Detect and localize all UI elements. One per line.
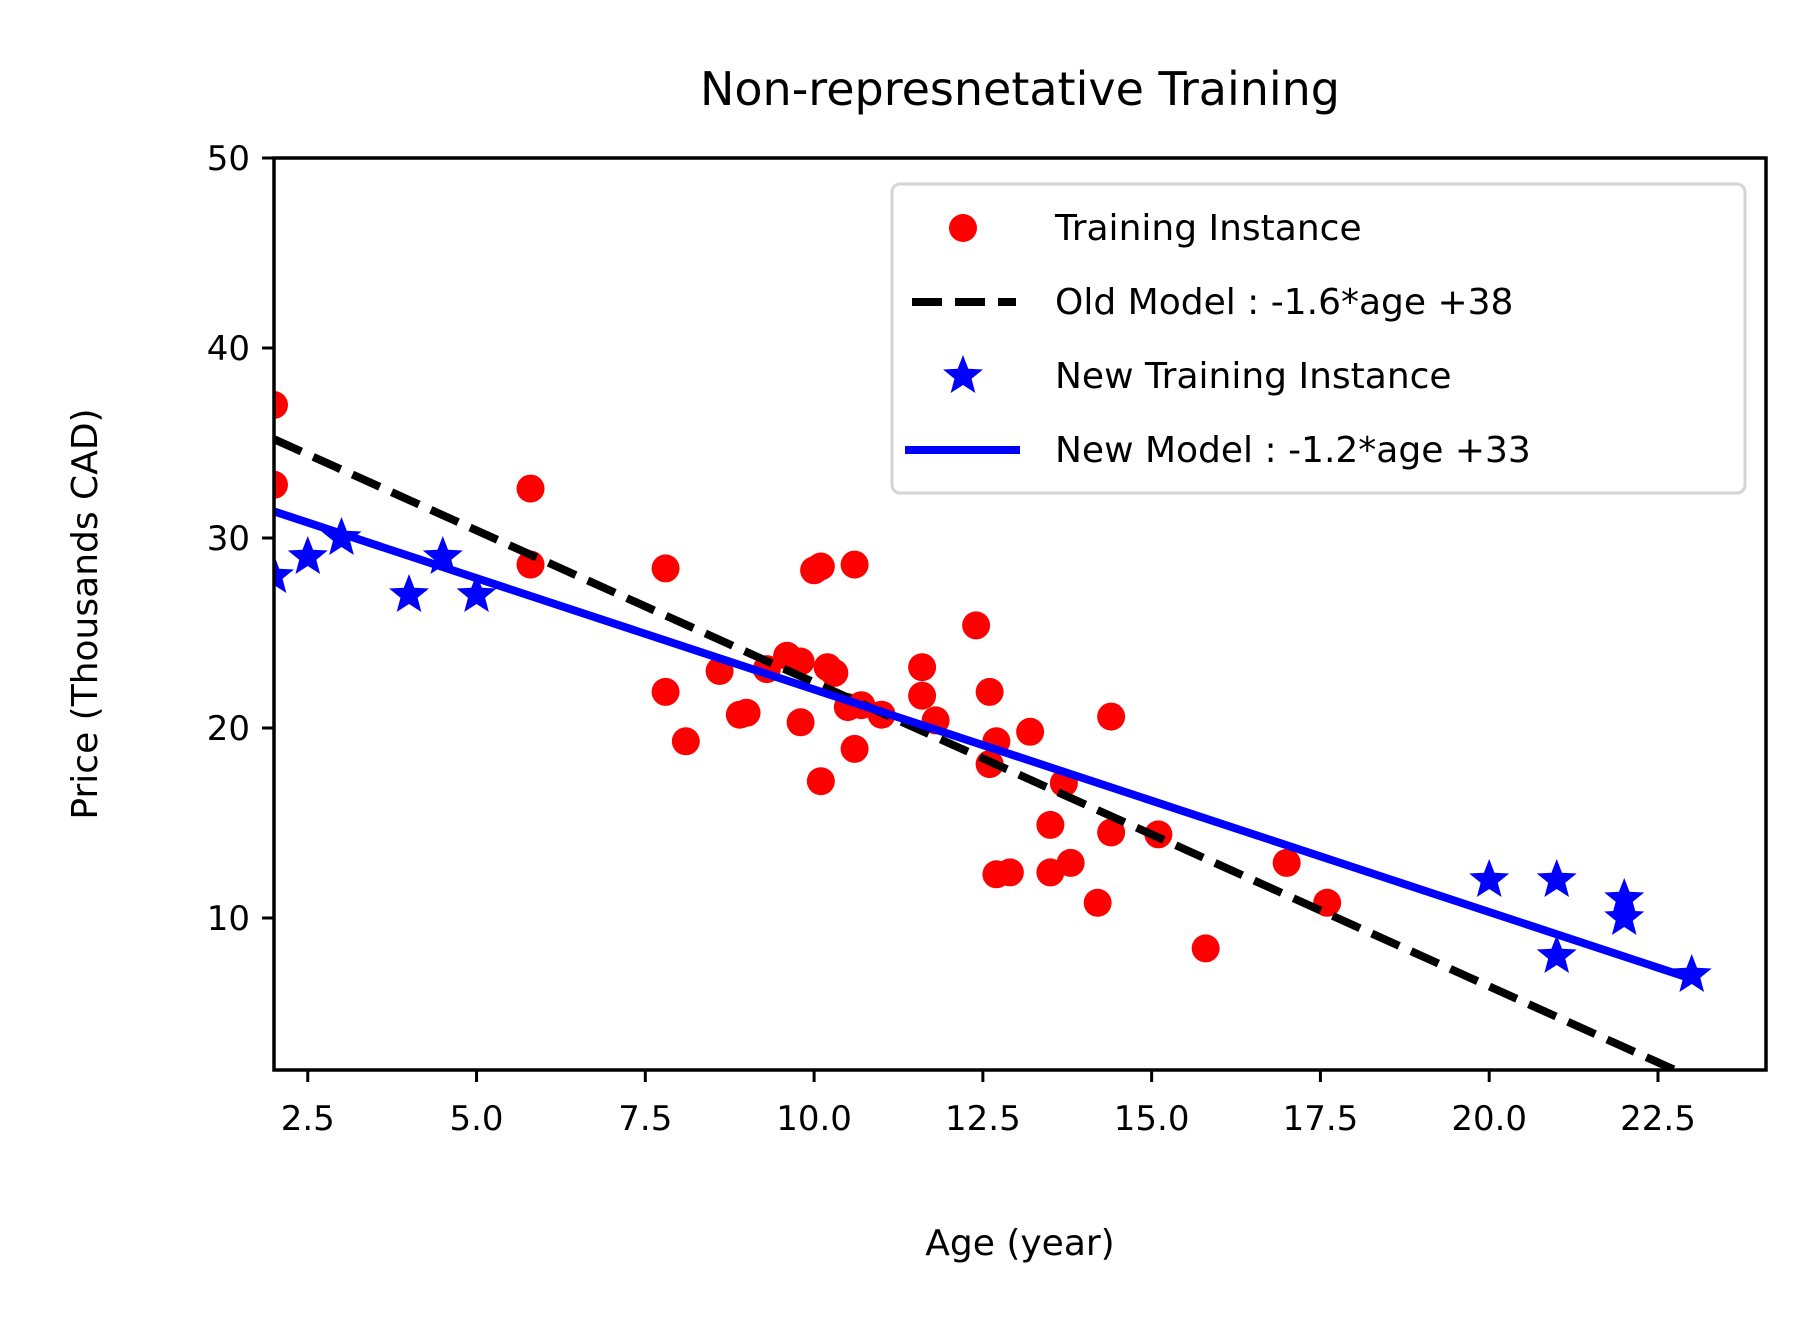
training-instance-point xyxy=(1083,888,1112,917)
y-axis: 10 20 30 40 50 xyxy=(207,139,274,939)
training-instance-point xyxy=(516,550,545,579)
x-tick-label: 7.5 xyxy=(618,1099,672,1139)
legend-marker-training-instance xyxy=(949,214,977,242)
x-tick-label: 12.5 xyxy=(945,1099,1021,1139)
new-model-line xyxy=(274,507,1693,983)
legend-frame xyxy=(890,182,1747,495)
x-tick-label: 5.0 xyxy=(449,1099,503,1139)
legend-label-new-model: New Model : -1.2*age +33 xyxy=(1055,430,1531,471)
legend-marker-new-training-instance xyxy=(943,355,983,393)
training-instance-point xyxy=(806,767,835,796)
training-instance-point xyxy=(1272,848,1301,877)
training-instance-point xyxy=(1097,702,1126,731)
x-axis-label: Age (year) xyxy=(925,1223,1114,1264)
training-instance-point xyxy=(840,734,869,763)
training-instance-point xyxy=(908,681,937,710)
new-training-instance-point xyxy=(321,517,362,555)
training-instance-point xyxy=(806,552,835,581)
new-training-instance-point xyxy=(456,574,497,612)
new-training-instance-point xyxy=(1469,859,1510,897)
training-instance-point xyxy=(820,658,849,687)
training-instance-point xyxy=(1097,818,1126,847)
new-training-instance-point xyxy=(389,574,429,612)
y-tick-label: 50 xyxy=(207,139,250,179)
training-instance-point xyxy=(651,677,680,706)
x-tick-label: 17.5 xyxy=(1283,1099,1359,1139)
training-instance-point xyxy=(1191,934,1220,963)
training-instance-point xyxy=(671,727,700,756)
training-instance-point xyxy=(786,708,815,737)
x-tick-label: 22.5 xyxy=(1620,1099,1696,1139)
y-tick-label: 20 xyxy=(207,709,250,749)
training-instance-point xyxy=(975,677,1004,706)
y-tick-label: 40 xyxy=(207,329,250,369)
plot-frame xyxy=(272,156,1768,1072)
new-training-instance-point xyxy=(287,536,328,574)
training-instance-point xyxy=(995,858,1024,887)
old-model-line xyxy=(274,435,1685,1070)
training-instance-point xyxy=(651,554,680,583)
training-instance-point xyxy=(274,391,288,419)
x-tick-label: 15.0 xyxy=(1114,1099,1190,1139)
legend-label-training-instance: Training Instance xyxy=(1054,208,1362,249)
legend-label-old-model: Old Model : -1.6*age +38 xyxy=(1055,282,1513,323)
training-instance-point xyxy=(516,474,545,503)
new-training-instance-point xyxy=(274,555,294,593)
new-training-instance-point xyxy=(1604,878,1645,916)
training-instance-point xyxy=(786,647,815,676)
training-instance-point xyxy=(840,550,869,579)
plot-area xyxy=(274,391,1712,1070)
training-instance-point xyxy=(908,653,937,682)
training-instance-point xyxy=(1036,810,1065,839)
new-training-instance-point xyxy=(1536,935,1577,973)
new-training-instance-point xyxy=(422,536,463,574)
chart-title: Non-represnetative Training xyxy=(700,62,1340,116)
training-instance-point xyxy=(732,698,761,727)
training-instance-point xyxy=(1016,717,1045,746)
y-axis-label: Price (Thousands CAD) xyxy=(65,408,106,819)
x-tick-label: 2.5 xyxy=(281,1099,335,1139)
new-training-instance-point xyxy=(1671,954,1712,992)
y-tick-label: 10 xyxy=(207,899,250,939)
x-tick-label: 20.0 xyxy=(1451,1099,1527,1139)
new-training-instance-point xyxy=(1604,897,1645,935)
y-tick-label: 30 xyxy=(207,519,250,559)
legend-label-new-training-instance: New Training Instance xyxy=(1055,356,1452,397)
x-axis: 2.5 5.0 7.5 10.0 12.5 15.0 17.5 20.0 22.5 xyxy=(281,1070,1696,1139)
new-training-instance-point xyxy=(1536,859,1577,897)
x-tick-label: 10.0 xyxy=(776,1099,852,1139)
training-instance-point xyxy=(1056,848,1085,877)
training-instance-point xyxy=(274,470,288,499)
training-instance-point xyxy=(962,611,991,640)
legend: Training Instance Old Model : -1.6*age +3… xyxy=(890,182,1747,495)
